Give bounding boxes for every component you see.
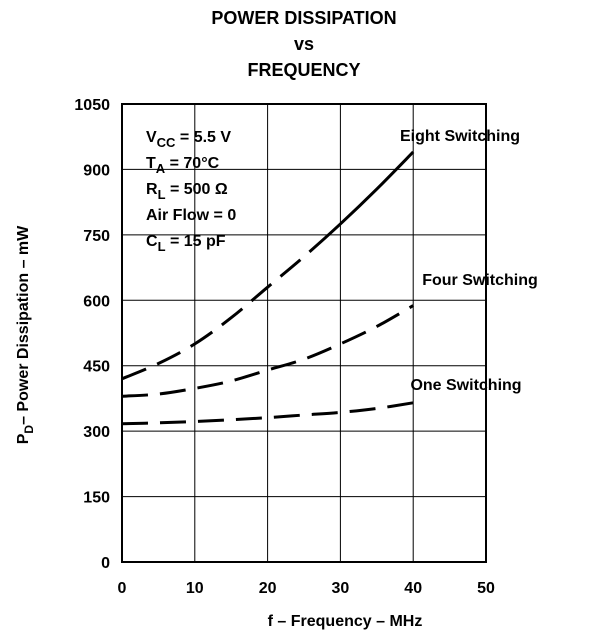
chart-title-line-2: vs [293, 34, 315, 54]
x-tick-label: 50 [477, 580, 495, 597]
series-line-2 [121, 304, 414, 398]
series-label-2: Four Switching [422, 272, 538, 289]
series-label-1: Eight Switching [400, 128, 520, 145]
condition-line: VCC = 5.5 V [146, 129, 231, 150]
y-tick-label: 750 [83, 228, 110, 245]
x-tick-label: 0 [118, 580, 127, 597]
series-line-1 [121, 150, 415, 381]
y-tick-label: 300 [83, 424, 110, 441]
y-tick-label: 600 [83, 293, 110, 310]
chart-title-line-1: POWER DISSIPATION [211, 8, 397, 28]
y-tick-label: 1050 [74, 97, 110, 114]
x-tick-label: 40 [404, 580, 422, 597]
series-label-3: One Switching [410, 377, 521, 394]
y-tick-label: 150 [83, 490, 110, 507]
y-axis-label-subscript: D [22, 425, 36, 434]
x-tick-label: 10 [186, 580, 204, 597]
y-axis-label-symbol: P [15, 433, 32, 444]
x-tick-label: 30 [332, 580, 350, 597]
x-axis-label: f – Frequency – MHz [268, 613, 423, 630]
series-labels: Eight Switching Four Switching One Switchi… [400, 128, 538, 394]
y-axis-label-text: – Power Dissipation – mW [15, 225, 32, 425]
x-axis-ticks: 0 10 20 30 40 50 [118, 580, 495, 597]
test-conditions: VCC = 5.5 V TA = 70°C RL = 500 Ω Air Flow =… [146, 129, 236, 254]
condition-line: Air Flow = 0 [146, 207, 236, 224]
x-tick-label: 20 [259, 580, 277, 597]
condition-line: TA = 70°C [146, 155, 220, 176]
condition-line: CL = 15 pF [146, 233, 226, 254]
y-axis-label: PD– Power Dissipation – mW [15, 225, 36, 444]
y-tick-label: 0 [101, 555, 110, 572]
y-tick-label: 450 [83, 359, 110, 376]
y-axis-ticks: 0 150 300 450 600 750 900 1050 [74, 97, 110, 572]
plot-frame [121, 103, 487, 563]
condition-line: RL = 500 Ω [146, 181, 228, 202]
series-line-3 [121, 401, 414, 426]
series [121, 150, 415, 426]
y-tick-label: 900 [83, 162, 110, 179]
grid [121, 103, 487, 563]
chart-title-line-3: FREQUENCY [247, 60, 361, 80]
